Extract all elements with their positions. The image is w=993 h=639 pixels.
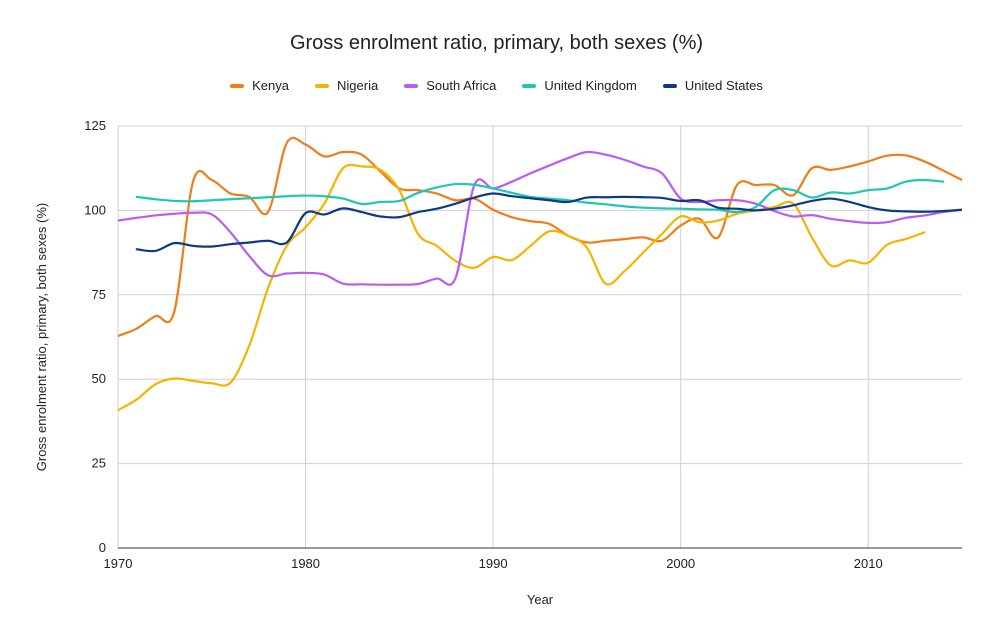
legend-label: Kenya bbox=[252, 78, 290, 93]
y-tick-label: 125 bbox=[84, 118, 106, 133]
series-line-south-africa bbox=[118, 150, 962, 286]
legend-label: South Africa bbox=[426, 78, 497, 93]
legend-swatch-south-africa bbox=[404, 83, 419, 88]
y-axis-label: Gross enrolment ratio, primary, both sex… bbox=[34, 203, 49, 472]
legend: Kenya Nigeria South Africa United Kingdom Un… bbox=[0, 78, 993, 93]
x-axis-label: Year bbox=[527, 592, 554, 607]
x-tick-label: 2010 bbox=[854, 556, 883, 571]
y-tick-label: 75 bbox=[92, 287, 106, 302]
y-tick-label: 50 bbox=[92, 371, 106, 386]
x-tick-label: 1990 bbox=[479, 556, 508, 571]
legend-swatch-nigeria bbox=[315, 83, 330, 88]
y-tick-label: 0 bbox=[99, 540, 106, 555]
x-tick-label: 1980 bbox=[291, 556, 320, 571]
legend-swatch-united-kingdom bbox=[522, 83, 537, 88]
legend-item-south-africa: South Africa bbox=[404, 78, 496, 93]
x-tick-label: 2000 bbox=[666, 556, 695, 571]
legend-item-nigeria: Nigeria bbox=[315, 78, 378, 93]
legend-item-united-states: United States bbox=[662, 78, 763, 93]
series-line-nigeria bbox=[118, 163, 926, 412]
legend-label: United Kingdom bbox=[544, 78, 637, 93]
legend-label: Nigeria bbox=[337, 78, 379, 93]
legend-label: United States bbox=[684, 78, 763, 93]
legend-item-united-kingdom: United Kingdom bbox=[522, 78, 637, 93]
series-line-united-states bbox=[135, 192, 962, 253]
y-tick-label: 100 bbox=[84, 202, 106, 217]
y-tick-label: 25 bbox=[92, 456, 106, 471]
legend-swatch-united-states bbox=[662, 83, 677, 88]
x-tick-label: 1970 bbox=[104, 556, 133, 571]
legend-swatch-kenya bbox=[230, 83, 245, 88]
series-line-united-kingdom bbox=[135, 178, 945, 214]
legend-item-kenya: Kenya bbox=[230, 78, 289, 93]
chart-title: Gross enrolment ratio, primary, both sex… bbox=[289, 32, 704, 54]
